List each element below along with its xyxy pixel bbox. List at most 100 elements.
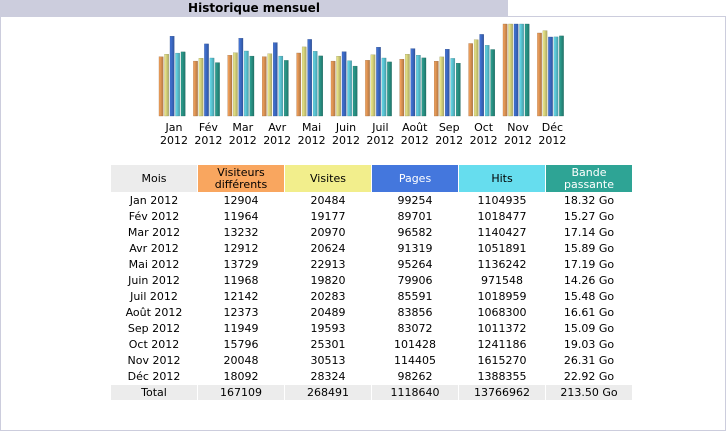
bar-hits-10 [519,23,524,117]
cell-visites: 20489 [285,305,371,320]
cell-pages: 101428 [372,337,458,352]
month-year: 2012 [469,134,498,147]
table-row: Juil 2012 12142 20283 85591 1018959 15.48 Go [111,289,632,304]
cell-visiteurs: 18092 [198,369,284,384]
month-label-3: Avr 2012 [260,121,294,147]
cell-visites: 25301 [285,337,371,352]
bar-bande-passante-5 [352,65,358,117]
table-row: Avr 2012 12912 20624 91319 1051891 15.89 Go [111,241,632,256]
cell-pages: 83856 [372,305,458,320]
month-label-0: Jan 2012 [157,121,191,147]
month-label-7: Août 2012 [398,121,432,147]
header-visites: Visites [285,165,371,192]
bar-bande-passante-10 [524,23,530,117]
cell-bande: 18.32 Go [546,193,632,208]
month-name: Mar [232,121,254,134]
cell-visiteurs: 12373 [198,305,284,320]
cell-pages: 98262 [372,369,458,384]
bar-visiteurs-diff-rents-0 [158,56,164,117]
bar-hits-3 [278,55,284,117]
header-bande-passante: Bande passante [546,165,632,192]
cell-bande: 15.09 Go [546,321,632,336]
month-name: Nov [507,121,529,134]
header-pages: Pages [372,165,458,192]
bar-visiteurs-diff-rents-7 [399,59,405,117]
bar-visiteurs-diff-rents-4 [296,52,301,117]
cell-bande: 14.26 Go [546,273,632,288]
month-label-8: Sep 2012 [432,121,466,147]
month-label-9: Oct 2012 [467,121,501,147]
month-year: 2012 [400,134,429,147]
bar-pages-2 [238,38,244,117]
month-name: Mai [301,121,322,134]
cell-mois: Juil 2012 [111,289,197,304]
bar-pages-4 [307,39,312,117]
cell-hits: 1140427 [459,225,545,240]
table-row: Jan 2012 12904 20484 99254 1104935 18.32 Go [111,193,632,208]
bar-hits-6 [381,57,387,117]
month-year: 2012 [504,134,532,147]
bar-hits-8 [450,58,456,117]
bar-visiteurs-diff-rents-2 [227,55,233,117]
cell-visiteurs: 12912 [198,241,284,256]
bar-visites-8 [439,56,445,117]
cell-visites: 20624 [285,241,371,256]
bar-pages-6 [376,47,381,117]
month-label-11: Déc 2012 [535,121,569,147]
cell-mois: Jan 2012 [111,193,197,208]
cell-bande: 26.31 Go [546,353,632,368]
bar-pages-0 [169,36,175,117]
cell-mois: Avr 2012 [111,241,197,256]
cell-visites: 30513 [285,353,371,368]
month-year: 2012 [538,134,567,147]
cell-bande: 16.61 Go [546,305,632,320]
cell-hits: 1104935 [459,193,545,208]
bar-visites-3 [267,53,273,117]
month-year: 2012 [228,134,257,147]
bar-bande-passante-0 [180,51,186,117]
table-row: Mar 2012 13232 20970 96582 1140427 17.14 Go [111,225,632,240]
bar-visites-2 [233,52,238,117]
bar-visites-4 [301,46,307,117]
month-label-4: Mai 2012 [295,121,329,147]
month-name: Juil [372,121,389,134]
month-label-6: Juil 2012 [363,121,397,147]
month-name: Fév [198,121,218,134]
table-total-row: Total 167109 268491 1118640 13766962 213… [111,385,632,400]
cell-visites: 20970 [285,225,371,240]
bar-visites-7 [405,54,410,117]
cell-pages: 91319 [372,241,458,256]
bar-pages-9 [479,34,484,117]
cell-visiteurs: 12142 [198,289,284,304]
bar-bande-passante-4 [318,55,323,117]
cell-hits: 1011372 [459,321,545,336]
table-row: Sep 2012 11949 19593 83072 1011372 15.09 Go [111,321,632,336]
bar-hits-11 [553,36,559,117]
table-header-row: Mois Visiteurs différents Visites Pages … [111,165,632,192]
cell-hits: 1051891 [459,241,545,256]
total-label: Total [111,385,197,400]
cell-mois: Mai 2012 [111,257,197,272]
bar-visiteurs-diff-rents-9 [468,43,473,117]
bar-visiteurs-diff-rents-10 [502,23,508,117]
bar-bande-passante-11 [559,35,564,117]
cell-visiteurs: 11968 [198,273,284,288]
cell-pages: 99254 [372,193,458,208]
bar-visiteurs-diff-rents-5 [330,60,336,117]
cell-mois: Nov 2012 [111,353,197,368]
bar-pages-11 [548,36,553,117]
cell-pages: 96582 [372,225,458,240]
month-name: Oct [474,121,494,134]
total-bande-passante: 213.50 Go [546,385,632,400]
bar-bande-passante-1 [215,62,220,117]
month-year: 2012 [366,134,395,147]
bar-pages-7 [410,48,416,117]
bar-bande-passante-3 [284,60,289,117]
month-year: 2012 [160,134,188,147]
cell-visites: 20484 [285,193,371,208]
bar-pages-1 [204,43,209,117]
month-year: 2012 [263,134,292,147]
cell-visites: 28324 [285,369,371,384]
cell-bande: 17.14 Go [546,225,632,240]
cell-visiteurs: 12904 [198,193,284,208]
